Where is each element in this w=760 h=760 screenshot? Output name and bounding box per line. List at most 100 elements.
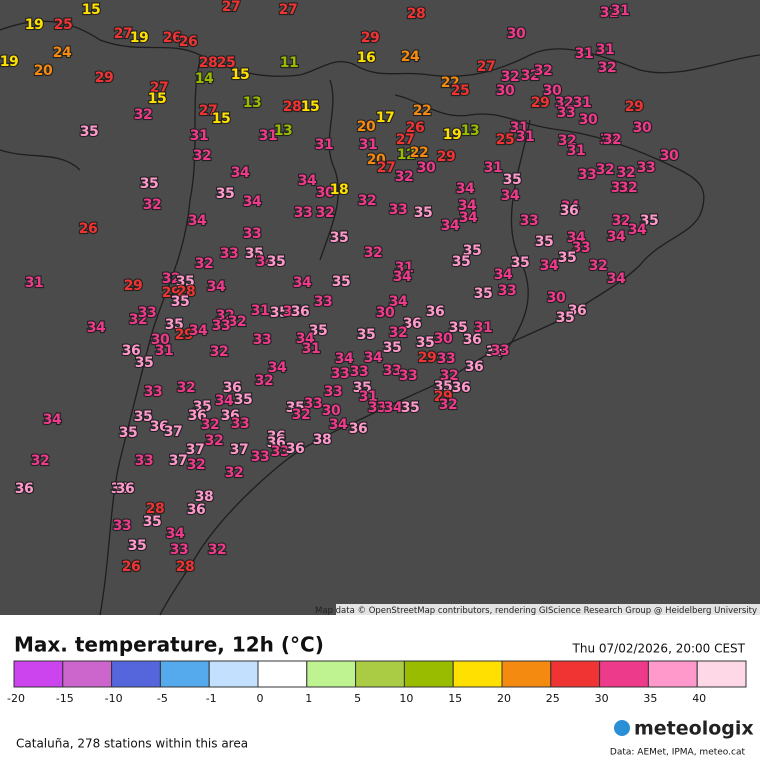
- station-temperature: 25: [217, 55, 235, 71]
- station-temperature: 37: [186, 442, 204, 458]
- station-temperature: 36: [291, 304, 309, 320]
- station-temperature: 32: [364, 245, 382, 261]
- station-temperature: 33: [637, 160, 655, 176]
- logo-icon: [614, 720, 630, 736]
- station-temperature: 35: [535, 234, 553, 250]
- legend-label: -1: [206, 692, 217, 705]
- station-temperature: 36: [267, 435, 285, 451]
- station-temperature: 31: [25, 275, 43, 291]
- station-temperature: 27: [396, 132, 414, 148]
- station-temperature: 32: [534, 63, 552, 79]
- station-temperature: 15: [301, 99, 319, 115]
- legend-label: 0: [257, 692, 264, 705]
- station-temperature: 36: [223, 380, 241, 396]
- station-temperature: 32: [439, 397, 457, 413]
- station-temperature: 33: [271, 444, 289, 460]
- station-temperature: 35: [332, 274, 350, 290]
- station-temperature: 35: [511, 255, 529, 271]
- station-temperature: 31: [474, 320, 492, 336]
- station-temperature: 36: [122, 343, 140, 359]
- station-temperature: 31: [395, 260, 413, 276]
- station-temperature: 35: [640, 213, 658, 229]
- legend-label: -5: [157, 692, 168, 705]
- station-temperature: 35: [286, 400, 304, 416]
- station-temperature: 29: [434, 389, 452, 405]
- station-temperature: 28: [199, 55, 217, 71]
- station-temperature: 32: [612, 213, 630, 229]
- station-temperature: 20: [367, 152, 386, 168]
- station-temperature: 35: [309, 323, 327, 339]
- station-temperature: 34: [456, 181, 475, 197]
- station-temperature: 35: [234, 392, 252, 408]
- station-temperature: 28: [177, 284, 195, 300]
- legend-label: 25: [546, 692, 560, 705]
- station-temperature: 36: [463, 332, 481, 348]
- station-temperature: 30: [417, 160, 436, 176]
- station-temperature: 34: [501, 188, 520, 204]
- station-temperature: 27: [477, 59, 495, 75]
- station-temperature: 38: [313, 432, 331, 448]
- station-temperature: 34: [243, 194, 262, 210]
- station-temperature: 34: [607, 271, 626, 287]
- station-temperature: 29: [437, 149, 455, 165]
- station-temperature: 30: [316, 185, 335, 201]
- legend-swatch: [257, 660, 308, 688]
- station-temperature: 33: [304, 396, 322, 412]
- station-temperature: 30: [376, 305, 395, 321]
- station-temperature: 33: [331, 366, 349, 382]
- station-temperature: 33: [368, 400, 386, 416]
- station-temperature: 38: [195, 489, 213, 505]
- station-temperature: 22: [413, 103, 431, 119]
- station-temperature: 35: [135, 355, 153, 371]
- station-temperature: 36: [349, 421, 367, 437]
- station-temperature: 15: [231, 67, 249, 83]
- station-temperature: 36: [568, 303, 586, 319]
- station-temperature: 37: [230, 442, 248, 458]
- station-temperature: 35: [171, 294, 189, 310]
- station-temperature: 35: [193, 399, 211, 415]
- station-temperature: 30: [543, 83, 562, 99]
- legend-swatch: [647, 660, 698, 688]
- station-temperature: 35: [270, 305, 288, 321]
- station-temperature: 32: [600, 5, 618, 21]
- station-temperature: 32: [555, 95, 573, 111]
- title: Max. temperature, 12h (°C): [14, 633, 324, 657]
- station-temperature: 35: [119, 425, 137, 441]
- station-temperature: 34: [268, 360, 287, 376]
- station-temperature: 19: [0, 54, 18, 70]
- station-temperature: 26: [179, 34, 197, 50]
- station-temperature: 37: [164, 424, 182, 440]
- station-temperature: 34: [628, 222, 647, 238]
- station-temperature: 35: [267, 254, 285, 270]
- station-temperature: 33: [578, 167, 596, 183]
- station-temperature: 19: [443, 127, 461, 143]
- station-temperature: 33: [135, 453, 153, 469]
- legend-label: 30: [595, 692, 609, 705]
- station-temperature: 36: [486, 344, 504, 360]
- station-temperature: 34: [87, 320, 106, 336]
- station-temperature: 32: [589, 258, 607, 274]
- station-temperature: 34: [389, 294, 408, 310]
- station-temperature: 30: [507, 26, 526, 42]
- station-temperature: 33: [350, 364, 368, 380]
- borders: [0, 20, 760, 616]
- station-temperature: 13: [243, 95, 261, 111]
- station-temperature: 32: [358, 193, 376, 209]
- station-temperature: 34: [231, 165, 250, 181]
- station-temperature: 22: [441, 75, 459, 91]
- station-temperature: 29: [418, 350, 436, 366]
- station-temperature: 33: [491, 343, 509, 359]
- station-temperature: 36: [465, 359, 483, 375]
- legend-label: 15: [448, 692, 462, 705]
- station-temperature: 29: [124, 278, 142, 294]
- station-temperature: 32: [292, 407, 310, 423]
- station-temperature: 32: [143, 197, 161, 213]
- station-temperature: 35: [463, 243, 481, 259]
- station-temperature: 34: [540, 258, 559, 274]
- station-temperature: 36: [150, 419, 168, 435]
- station-temperature: 36: [187, 502, 205, 518]
- station-temperature: 35: [416, 335, 434, 351]
- station-temperature: 34: [441, 218, 460, 234]
- station-temperature: 15: [148, 91, 166, 107]
